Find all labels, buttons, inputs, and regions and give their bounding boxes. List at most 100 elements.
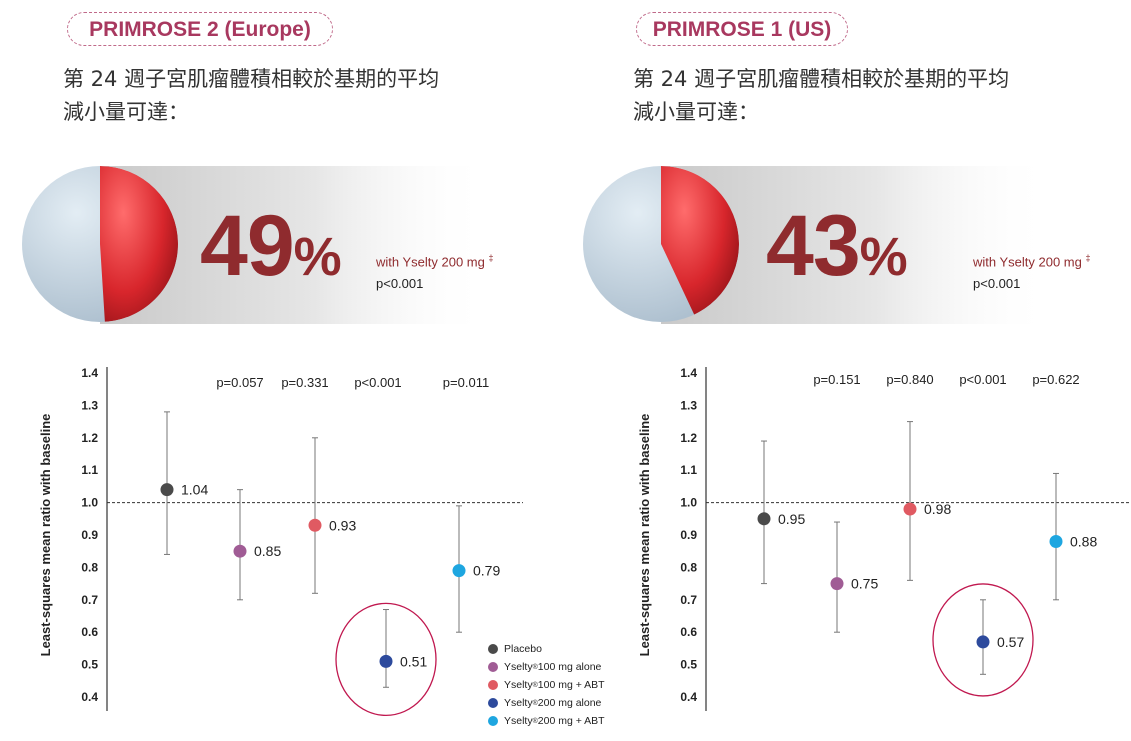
- p-value-label: p=0.151: [813, 372, 860, 387]
- highlight-circle: [335, 602, 437, 717]
- legend-item: Placebo: [488, 640, 605, 658]
- data-label: 0.79: [473, 563, 500, 579]
- legend-label: Yselty: [504, 661, 533, 673]
- dose-note: with Yselty 200 mg ‡: [973, 253, 1091, 269]
- y-tick-label: 0.9: [81, 528, 98, 542]
- chart-primrose-2: 1.4 1.3 1.2 1.1 1.0 0.9 0.8 0.7 0.6 0.5 0.4 Least-s…: [38, 366, 523, 717]
- y-axis-title: Least-squares mean ratio with baseline: [38, 414, 53, 657]
- y-tick-label: 1.2: [81, 431, 98, 445]
- data-point: [233, 544, 247, 558]
- p-value-label: p<0.001: [354, 375, 401, 390]
- panel-primrose-1: PRIMROSE 1 (US) 第 24 週子宮肌瘤體積相較於基期的平均 減小量…: [566, 0, 1131, 741]
- data-point: [830, 577, 844, 591]
- p-value-note: p<0.001: [376, 276, 424, 291]
- legend-swatch: [488, 644, 498, 654]
- y-axis-title: Least-squares mean ratio with baseline: [637, 414, 652, 657]
- data-point: [160, 483, 174, 497]
- percent-number: 43: [766, 198, 861, 294]
- y-tick-label: 1.4: [680, 366, 697, 380]
- footnote-mark: ‡: [488, 253, 494, 263]
- percent-number: 49: [200, 198, 295, 294]
- legend-swatch: [488, 680, 498, 690]
- legend-item: Yselty ® 200 mg alone: [488, 694, 605, 712]
- legend-swatch: [488, 716, 498, 726]
- data-label: 0.93: [329, 517, 356, 533]
- data-point: [757, 512, 771, 526]
- data-label: 0.95: [778, 511, 805, 527]
- y-tick-label: 1.0: [680, 496, 697, 510]
- legend-swatch: [488, 662, 498, 672]
- data-label: 0.88: [1070, 533, 1097, 549]
- y-tick-label: 0.4: [680, 690, 697, 704]
- percent-sign: %: [293, 227, 342, 287]
- headline-line-2: 減小量可達：: [633, 100, 759, 124]
- legend-item: Yselty ® 100 mg alone: [488, 658, 605, 676]
- p-value-label: p=0.331: [281, 375, 328, 390]
- y-tick-label: 0.7: [680, 593, 697, 607]
- percent-sign: %: [859, 227, 908, 287]
- legend-label: Yselty: [504, 697, 533, 709]
- legend-swatch: [488, 698, 498, 708]
- data-point: [452, 564, 466, 578]
- capsule-graphic: [583, 166, 1051, 324]
- headline: 第 24 週子宮肌瘤體積相較於基期的平均 減小量可達：: [63, 63, 503, 129]
- pie-slice: [661, 166, 739, 315]
- y-tick-label: 1.1: [81, 463, 98, 477]
- p-value-note: p<0.001: [973, 276, 1021, 291]
- y-tick-label: 0.5: [680, 658, 697, 672]
- footnote-mark: ‡: [1085, 253, 1091, 263]
- data-label: 0.57: [997, 634, 1024, 650]
- legend-label: Yselty: [504, 715, 533, 727]
- legend-label: Yselty: [504, 679, 533, 691]
- study-pill: PRIMROSE 1 (US): [636, 12, 848, 46]
- data-label: 1.04: [181, 482, 208, 498]
- p-value-label: p=0.840: [886, 372, 933, 387]
- dose-text: with Yselty 200 mg: [973, 254, 1082, 270]
- study-pill: PRIMROSE 2 (Europe): [67, 12, 333, 46]
- dose-text: with Yselty 200 mg: [376, 254, 485, 270]
- legend: Placebo Yselty ® 100 mg alone Yselty ® 100…: [488, 640, 605, 730]
- panel-primrose-2: PRIMROSE 2 (Europe) 第 24 週子宮肌瘤體積相較於基期的平均…: [22, 12, 523, 717]
- p-value-label: p=0.622: [1032, 372, 1079, 387]
- percent-value: 49%: [200, 196, 342, 307]
- percent-value: 43%: [766, 196, 908, 307]
- data-point: [903, 502, 917, 516]
- y-tick-label: 0.7: [81, 593, 98, 607]
- dose-note: with Yselty 200 mg ‡: [376, 253, 494, 269]
- data-label: 0.98: [924, 501, 951, 517]
- highlight-circle: [932, 583, 1034, 697]
- data-point: [1049, 534, 1063, 548]
- y-tick-label: 1.3: [81, 398, 98, 412]
- headline: 第 24 週子宮肌瘤體積相較於基期的平均 減小量可達：: [633, 63, 1073, 129]
- y-tick-label: 0.4: [81, 690, 98, 704]
- y-tick-label: 0.6: [680, 625, 697, 639]
- y-tick-label: 1.2: [680, 431, 697, 445]
- data-label: 0.51: [400, 653, 427, 669]
- chart-primrose-1: 1.4 1.3 1.2 1.1 1.0 0.9 0.8 0.7 0.6 0.5 0.4 Least-s…: [637, 366, 1131, 711]
- p-value-label: p=0.057: [216, 375, 263, 390]
- y-tick-label: 1.3: [680, 398, 697, 412]
- data-point: [379, 654, 393, 668]
- y-tick-label: 1.4: [81, 366, 98, 380]
- headline-line-1: 第 24 週子宮肌瘤體積相較於基期的平均: [633, 67, 1010, 91]
- data-label: 0.75: [851, 576, 878, 592]
- p-value-label: p<0.001: [959, 372, 1006, 387]
- pie-slice: [100, 166, 178, 322]
- legend-item: Yselty ® 200 mg + ABT: [488, 712, 605, 730]
- p-value-label: p=0.011: [443, 375, 489, 390]
- legend-item: Yselty ® 100 mg + ABT: [488, 676, 605, 694]
- capsule-graphic: [22, 166, 490, 324]
- y-tick-label: 1.1: [680, 463, 697, 477]
- y-tick-label: 0.8: [680, 560, 697, 574]
- y-tick-label: 0.8: [81, 560, 98, 574]
- y-tick-label: 0.6: [81, 625, 98, 639]
- y-tick-label: 0.5: [81, 658, 98, 672]
- y-tick-label: 1.0: [81, 496, 98, 510]
- data-label: 0.85: [254, 543, 281, 559]
- headline-line-2: 減小量可達：: [63, 100, 189, 124]
- headline-line-1: 第 24 週子宮肌瘤體積相較於基期的平均: [63, 67, 440, 91]
- legend-label: Placebo: [504, 643, 542, 655]
- y-tick-label: 0.9: [680, 528, 697, 542]
- data-point: [976, 635, 990, 649]
- data-point: [308, 518, 322, 532]
